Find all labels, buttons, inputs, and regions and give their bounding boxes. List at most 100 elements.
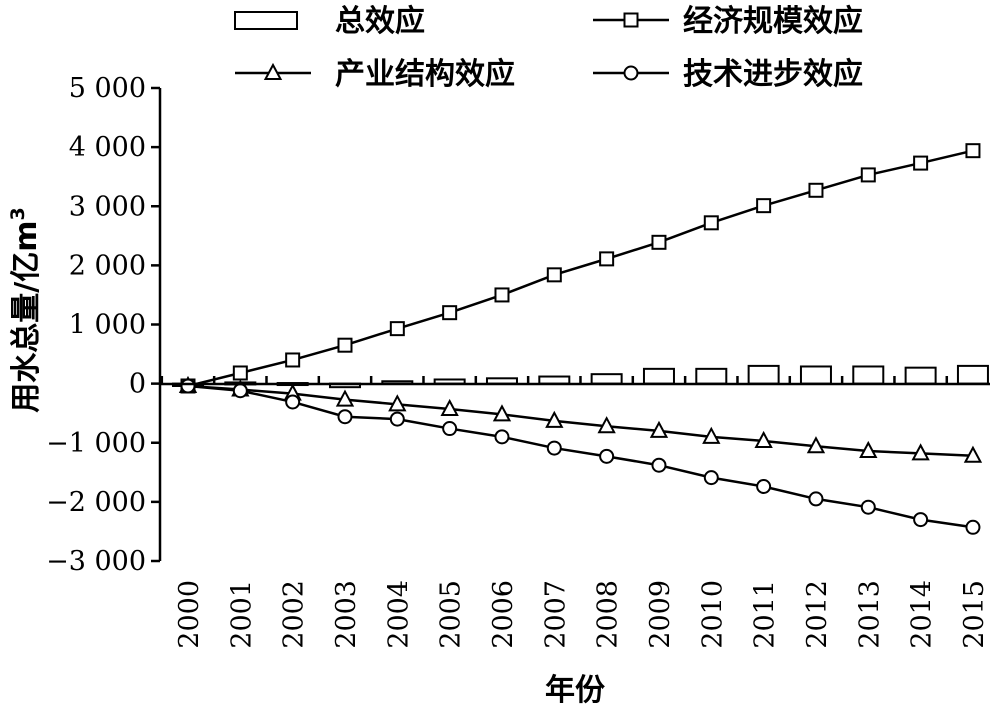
- point-square: [337, 337, 353, 353]
- y-tick-label: 4 000: [69, 132, 146, 163]
- point-circle: [860, 499, 876, 515]
- point-circle: [180, 378, 196, 394]
- legend-marker-square: [623, 12, 639, 28]
- x-tick-label: 2013: [854, 580, 885, 649]
- x-tick-label: 2002: [279, 580, 310, 649]
- point-square: [860, 167, 876, 183]
- point-square: [651, 234, 667, 250]
- x-tick-label: 2009: [645, 580, 676, 649]
- point-triangle: [963, 445, 983, 463]
- point-circle: [285, 394, 301, 410]
- point-triangle: [911, 443, 930, 461]
- point-square: [389, 321, 405, 337]
- point-circle: [913, 512, 929, 528]
- legend-entry: 总效应: [234, 4, 425, 39]
- point-square: [756, 198, 772, 214]
- plot-area: [172, 143, 989, 535]
- point-circle: [808, 491, 824, 507]
- point-circle: [756, 479, 772, 495]
- point-circle: [389, 411, 405, 427]
- y-axis: −3 000 −2 000 −1 000 0 1 000 2 000 3 000 4 000 5…: [46, 73, 162, 577]
- x-tick-label: 2000: [174, 580, 205, 649]
- point-square: [703, 215, 719, 231]
- point-triangle: [545, 410, 564, 428]
- series-line: [187, 384, 974, 458]
- legend-label: 经济规模效应: [683, 4, 863, 39]
- legend-entry: 经济规模效应: [593, 4, 863, 39]
- bar: [642, 367, 675, 385]
- point-square: [546, 267, 562, 283]
- point-circle: [651, 457, 667, 473]
- point-square: [965, 143, 981, 159]
- bar: [956, 364, 989, 385]
- point-circle: [337, 409, 353, 425]
- legend-swatch-bar: [234, 11, 298, 30]
- point-triangle: [859, 440, 878, 459]
- y-axis-title-superscript: 3: [7, 207, 29, 220]
- bar: [904, 366, 937, 385]
- point-triangle: [806, 436, 826, 454]
- point-triangle: [440, 398, 459, 417]
- x-axis-title: 年份: [545, 673, 605, 708]
- x-tick-label: 2006: [488, 580, 519, 649]
- y-tick-label: 3 000: [69, 191, 146, 222]
- series-line: [187, 384, 974, 529]
- legend-entry: 技术进步效应: [593, 57, 863, 92]
- point-triangle: [335, 389, 355, 407]
- x-tick-label: 2010: [697, 580, 728, 649]
- y-tick-label: 0: [129, 369, 146, 400]
- point-circle: [232, 383, 248, 399]
- x-tick-label: 2007: [540, 580, 571, 649]
- legend-label: 总效应: [335, 4, 425, 39]
- legend-marker-triangle: [263, 62, 283, 80]
- point-square: [442, 305, 458, 321]
- y-tick-label: 1 000: [69, 310, 146, 341]
- point-square: [808, 182, 824, 198]
- x-tick-label: 2003: [331, 580, 362, 649]
- y-tick-label: −1 000: [46, 428, 146, 459]
- x-tick-label: 2001: [226, 580, 257, 649]
- point-triangle: [702, 426, 721, 444]
- legend-label: 产业结构效应: [335, 57, 515, 92]
- x-tick-label: 2012: [802, 580, 833, 649]
- legend-entry: 产业结构效应: [235, 57, 515, 92]
- point-circle: [965, 519, 981, 535]
- point-square: [232, 365, 248, 381]
- point-circle: [546, 440, 562, 456]
- series-line-square: [180, 143, 981, 394]
- bar: [747, 364, 780, 385]
- y-tick-label: −3 000: [46, 546, 146, 577]
- point-square: [494, 287, 510, 303]
- x-axis: 2000 2001 2002 2003 2004 2005 2006 2007 2008 2009…: [160, 376, 990, 649]
- y-axis-title-text: 用水总量/亿m: [9, 221, 44, 413]
- y-tick-label: 5 000: [69, 73, 146, 104]
- point-square: [913, 155, 929, 171]
- point-circle: [599, 448, 615, 464]
- point-triangle: [388, 394, 407, 412]
- point-triangle: [492, 404, 512, 422]
- point-circle: [442, 421, 458, 437]
- legend-label: 技术进步效应: [683, 57, 863, 92]
- y-axis-title: 用水总量/亿m3: [7, 207, 44, 412]
- x-tick-label: 2014: [907, 580, 938, 649]
- x-tick-label: 2015: [959, 580, 990, 649]
- point-square: [285, 352, 301, 368]
- legend-marker-circle: [623, 65, 639, 81]
- x-tick-label: 2005: [436, 580, 467, 649]
- point-circle: [494, 429, 510, 445]
- series-line-circle: [180, 378, 981, 535]
- x-tick-label: 2011: [750, 580, 781, 649]
- series-line: [187, 149, 974, 388]
- bar: [799, 365, 832, 385]
- point-square: [599, 251, 615, 267]
- point-circle: [703, 470, 719, 486]
- x-tick-label: 2004: [383, 580, 414, 649]
- x-tick-label: 2008: [593, 580, 624, 649]
- point-triangle: [649, 420, 669, 438]
- y-tick-label: −2 000: [46, 487, 146, 518]
- bar: [695, 367, 728, 385]
- series-line-triangle: [178, 375, 983, 463]
- bar: [538, 375, 571, 385]
